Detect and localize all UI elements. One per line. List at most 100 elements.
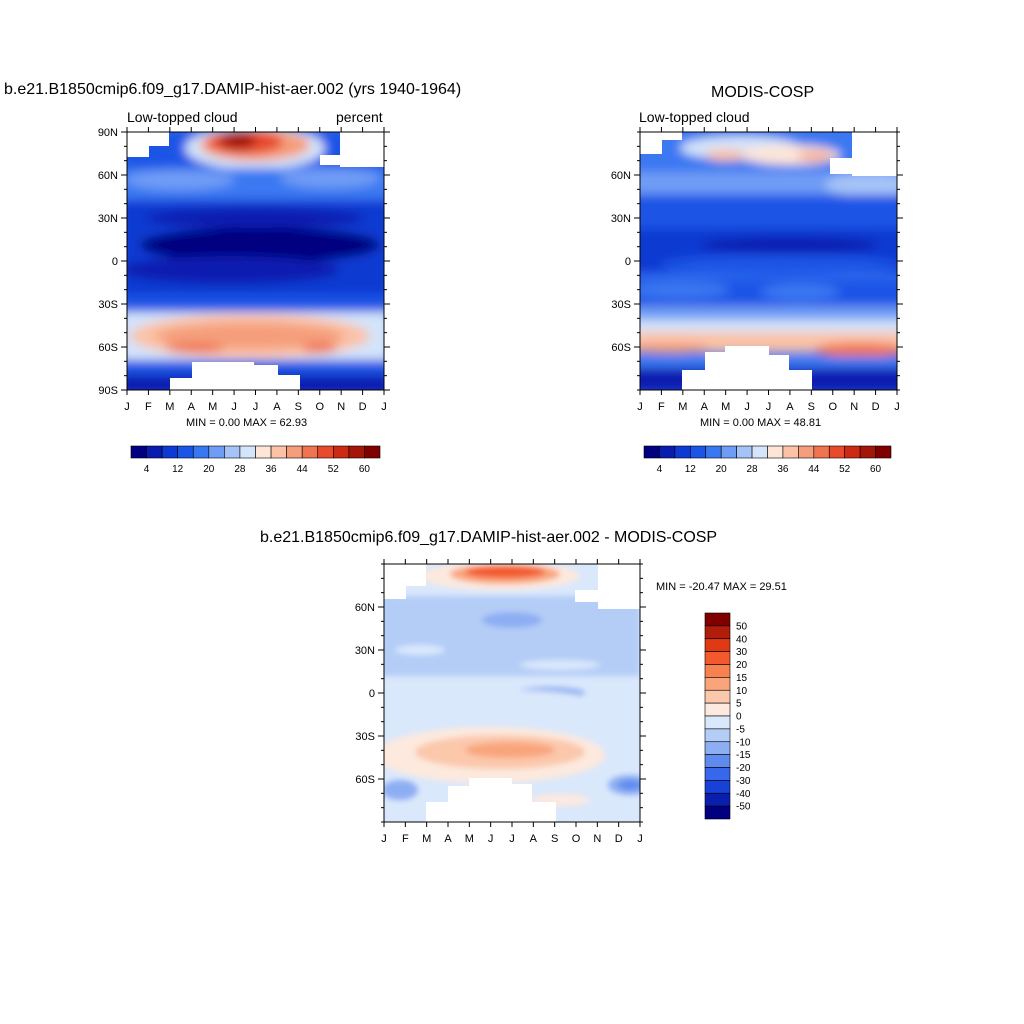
panel2-title: MODIS-COSP [711, 84, 815, 101]
colorbar-box [751, 445, 768, 459]
x-tick-label: M [721, 401, 730, 413]
y-tick-label: 30S [611, 299, 631, 311]
colorbar-label: 5 [736, 699, 742, 710]
x-tick-label: S [808, 401, 815, 413]
x-tick-label: A [444, 833, 452, 845]
x-tick-label: O [572, 833, 581, 845]
x-tick-label: J [637, 401, 643, 413]
colorbar-box [146, 445, 163, 459]
colorbar-box [704, 702, 731, 717]
colorbar-label: 4 [657, 464, 663, 475]
colorbar-label: 30 [736, 647, 748, 658]
x-tick-label: S [551, 833, 558, 845]
y-tick-label: 60S [355, 774, 375, 786]
colorbar-box [643, 445, 660, 459]
x-tick-label: S [295, 401, 302, 413]
colorbar-box [690, 445, 707, 459]
colorbar-box [782, 445, 799, 459]
y-tick-label: 60N [611, 170, 631, 182]
colorbar-label: 15 [736, 673, 748, 684]
x-tick-label: F [658, 401, 665, 413]
colorbar-label: -50 [736, 802, 751, 813]
colorbar-box [317, 445, 334, 459]
colorbar-label: 44 [808, 464, 820, 475]
x-tick-label: N [850, 401, 858, 413]
colorbar-box [828, 445, 845, 459]
panel2-stats: MIN = 0.00 MAX = 48.81 [700, 417, 822, 429]
panel3-ticks: J F M A M J J A S O N D J 60N 30N 0 30S 60S [355, 559, 646, 845]
y-tick-label: 30S [355, 731, 375, 743]
y-tick-label: 60S [98, 342, 118, 354]
x-tick-label: A [701, 401, 709, 413]
colorbar-label: 0 [736, 712, 742, 723]
panel1-units-label: percent [336, 109, 383, 125]
x-tick-label: A [786, 401, 794, 413]
colorbar-box [224, 445, 241, 459]
colorbar-box [270, 445, 287, 459]
colorbar-box [333, 445, 350, 459]
x-tick-label: N [593, 833, 601, 845]
x-tick-label: M [465, 833, 474, 845]
colorbar-box [704, 805, 731, 820]
colorbar-label: 60 [359, 464, 371, 475]
colorbar-label: -40 [736, 789, 751, 800]
y-tick-label: 60N [355, 602, 375, 614]
colorbar-label: 52 [328, 464, 340, 475]
x-tick-label: M [422, 833, 431, 845]
colorbar-box [875, 445, 892, 459]
colorbar-box [704, 677, 731, 691]
colorbar-label: 40 [736, 634, 748, 645]
colorbar-box [736, 445, 753, 459]
colorbar-label: 12 [685, 464, 697, 475]
colorbar-label: 20 [203, 464, 215, 475]
y-tick-label: 0 [369, 688, 375, 700]
colorbar-box [364, 445, 381, 459]
x-tick-label: M [165, 401, 174, 413]
panel3-stats: MIN = -20.47 MAX = 29.51 [656, 581, 787, 593]
colorbar-box [704, 689, 731, 704]
colorbar-label: -15 [736, 750, 751, 761]
x-tick-label: J [253, 401, 259, 413]
x-tick-label: J [637, 833, 643, 845]
y-tick-label: 60N [98, 170, 118, 182]
colorbar-box [161, 445, 178, 459]
colorbar-box [859, 445, 876, 459]
panel1-variable-label: Low-topped cloud [127, 109, 238, 125]
colorbar-box [704, 780, 731, 794]
colorbar-label: -20 [736, 763, 751, 774]
colorbar-box [239, 445, 256, 459]
colorbar-box [301, 445, 319, 459]
panel1-colorbar: 4 12 20 28 36 44 52 60 [130, 445, 381, 475]
panel3-field [384, 564, 640, 822]
colorbar-box [177, 445, 194, 459]
colorbar-box [844, 445, 861, 459]
y-tick-label: 60S [611, 342, 631, 354]
x-tick-label: F [402, 833, 409, 845]
colorbar-label: 50 [736, 621, 748, 632]
y-tick-label: 30N [611, 213, 631, 225]
x-tick-label: O [828, 401, 837, 413]
y-tick-label: 30N [98, 213, 118, 225]
x-tick-label: J [894, 401, 900, 413]
x-tick-label: D [615, 833, 623, 845]
x-tick-label: M [208, 401, 217, 413]
colorbar-box [704, 664, 731, 678]
colorbar-box [208, 445, 225, 459]
colorbar-label: 10 [736, 686, 748, 697]
y-tick-label: 0 [112, 256, 118, 268]
colorbar-box [704, 741, 731, 755]
x-tick-label: A [188, 401, 196, 413]
colorbar-box [704, 792, 731, 807]
panel2-field [640, 132, 897, 390]
colorbar-box [704, 715, 731, 730]
colorbar-box [813, 445, 830, 459]
colorbar-label: 12 [172, 464, 184, 475]
colorbar-label: 60 [870, 464, 882, 475]
x-tick-label: A [530, 833, 538, 845]
x-tick-label: J [381, 833, 387, 845]
x-tick-label: J [124, 401, 130, 413]
colorbar-box [704, 754, 731, 768]
x-tick-label: J [231, 401, 237, 413]
